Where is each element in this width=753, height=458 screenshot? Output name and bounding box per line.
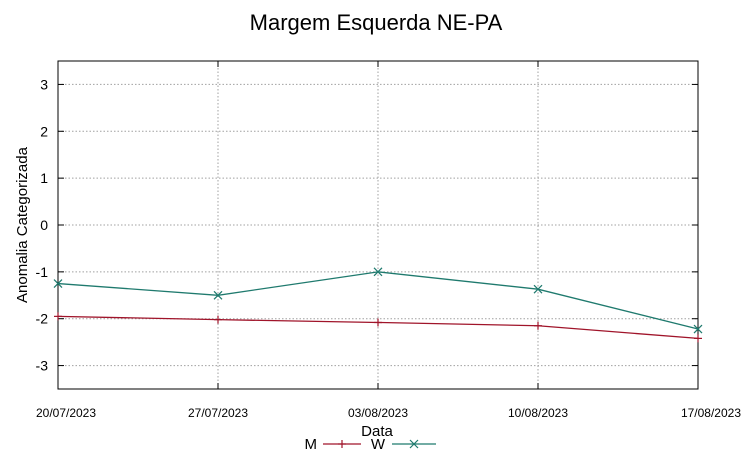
legend-marker-w bbox=[409, 439, 419, 449]
data-point-w bbox=[53, 279, 63, 288]
y-axis-label: Anomalia Categorizada bbox=[14, 146, 31, 303]
chart-title: Margem Esquerda NE-PA bbox=[250, 10, 503, 35]
data-point-w bbox=[693, 324, 703, 334]
data-point-m bbox=[214, 315, 222, 324]
y-tick-label: 3 bbox=[40, 76, 48, 92]
series-group bbox=[53, 267, 703, 343]
x-tick-label: 03/08/2023 bbox=[348, 406, 408, 420]
x-tick-label: 10/08/2023 bbox=[508, 406, 568, 420]
grid-lines bbox=[58, 61, 698, 389]
y-tick-label: -2 bbox=[36, 311, 49, 327]
legend-label-w: W bbox=[371, 436, 386, 453]
legend-marker-m bbox=[338, 440, 346, 448]
data-point-w bbox=[533, 284, 543, 294]
y-tick-label: 2 bbox=[40, 123, 48, 139]
x-axis-label: Data bbox=[361, 423, 393, 440]
data-point-m bbox=[694, 334, 702, 343]
y-tick-label: -1 bbox=[36, 264, 49, 280]
x-tick-label: 17/08/2023 bbox=[681, 406, 741, 420]
y-tick-label: 1 bbox=[40, 170, 48, 186]
data-point-m bbox=[54, 312, 62, 321]
data-point-w bbox=[213, 290, 223, 300]
x-axis-ticks: 20/07/2023 27/07/2023 03/08/2023 10/08/2023… bbox=[36, 61, 741, 420]
y-axis-ticks: -3 -2 -1 0 1 2 3 bbox=[36, 76, 698, 374]
x-tick-label: 27/07/2023 bbox=[188, 406, 248, 420]
data-point-m bbox=[374, 318, 382, 327]
y-tick-label: -3 bbox=[36, 358, 49, 374]
x-tick-label: 20/07/2023 bbox=[36, 406, 96, 420]
y-tick-label: 0 bbox=[40, 217, 48, 233]
data-point-w bbox=[373, 267, 383, 277]
legend-label-m: M bbox=[305, 436, 318, 453]
data-point-m bbox=[534, 321, 542, 330]
